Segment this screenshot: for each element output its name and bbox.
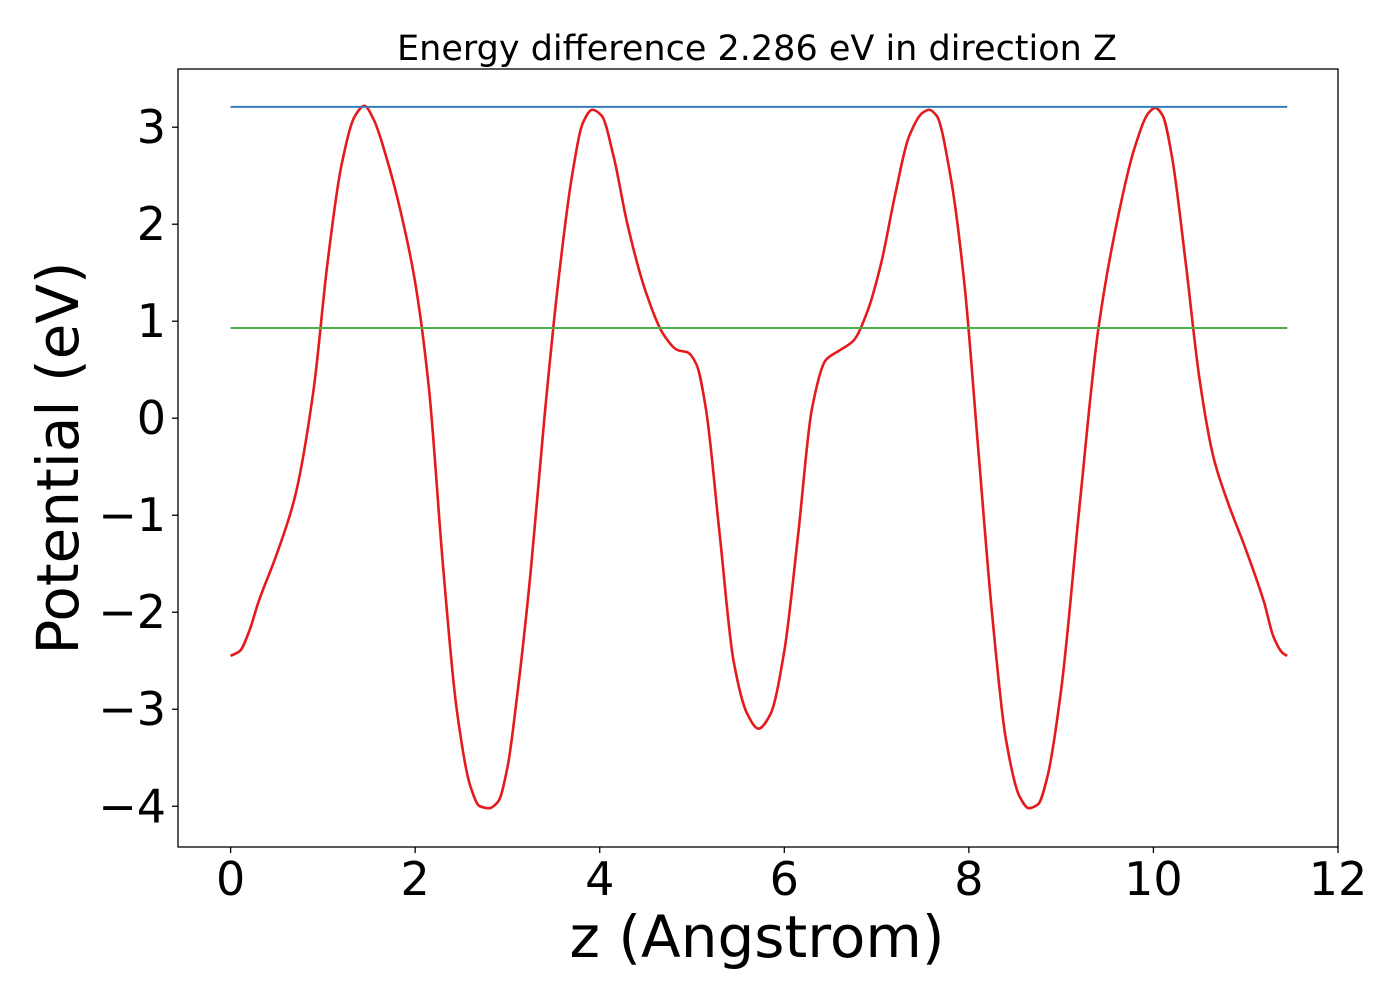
x-tick-label: 8 bbox=[954, 852, 983, 906]
y-tick-label: −2 bbox=[98, 585, 166, 639]
y-tick-label: 2 bbox=[137, 197, 166, 251]
y-tick-label: 0 bbox=[137, 391, 166, 445]
x-axis-label: z (Angstrom) bbox=[570, 903, 945, 971]
x-tick-label: 4 bbox=[585, 852, 614, 906]
chart-title: Energy difference 2.286 eV in direction … bbox=[397, 29, 1117, 69]
x-tick-label: 0 bbox=[216, 852, 245, 906]
x-tick-label: 12 bbox=[1309, 852, 1368, 906]
y-tick-label: −1 bbox=[98, 488, 166, 542]
x-tick-label: 6 bbox=[770, 852, 799, 906]
plot-area bbox=[229, 104, 1288, 810]
x-tick-label: 10 bbox=[1124, 852, 1183, 906]
y-tick-label: 1 bbox=[137, 294, 166, 348]
y-tick-label: −3 bbox=[98, 682, 166, 736]
series-line-0 bbox=[229, 104, 1288, 810]
y-tick-label: −4 bbox=[98, 779, 166, 833]
y-tick-label: 3 bbox=[137, 100, 166, 154]
y-axis-label: Potential (eV) bbox=[24, 261, 92, 654]
x-tick-label: 2 bbox=[401, 852, 430, 906]
plot-frame bbox=[177, 68, 1339, 848]
